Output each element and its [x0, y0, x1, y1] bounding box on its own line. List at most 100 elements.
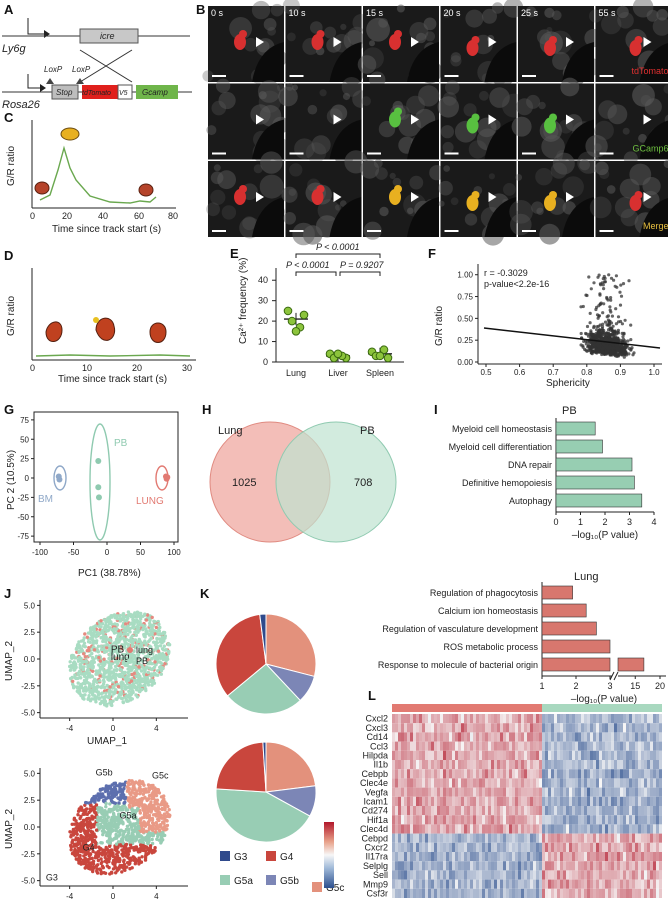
- l-heat-cell: [539, 732, 542, 742]
- l-heat-cell: [392, 741, 395, 751]
- j-cell-point: [153, 830, 158, 834]
- h-label-pb: PB: [360, 425, 375, 437]
- l-heat-cell: [398, 787, 401, 797]
- j-cell-point: [131, 613, 136, 617]
- j-cell-point: [109, 678, 113, 682]
- l-heat-cell: [539, 787, 542, 797]
- l-heat-cell: [551, 741, 554, 751]
- l-heat-cell: [449, 760, 452, 770]
- time-label: 20 s: [444, 8, 462, 18]
- l-heat-cell: [497, 732, 500, 742]
- j-cell-point: [88, 809, 93, 813]
- j-cell-point: [86, 863, 91, 868]
- l-heat-cell: [461, 787, 464, 797]
- l-heat-cell: [545, 769, 548, 779]
- j-cell-point: [72, 850, 77, 855]
- l-heat-cell: [413, 760, 416, 770]
- micro-tissue-blob: [317, 199, 340, 222]
- f-data-point: [611, 324, 615, 328]
- micro-tile-r2-c1: [281, 150, 368, 246]
- l-heat-cell: [608, 760, 611, 770]
- j-cell-point: [159, 653, 163, 657]
- j-cell-point: [80, 825, 84, 829]
- j-cell-point: [123, 829, 127, 834]
- l-heat-cell: [542, 787, 545, 797]
- f-data-point: [610, 314, 615, 318]
- j-cell-point: [125, 699, 129, 703]
- f-ticks: 0.5 0.6 0.7 0.8 0.9 1.00.000.250.500.751.00: [457, 271, 660, 377]
- j-cell-point: [86, 832, 90, 836]
- l-heat-cell: [461, 778, 464, 788]
- l-heat-cell: [497, 714, 500, 724]
- l-heat-cell: [641, 723, 644, 733]
- j-cell-point: [111, 811, 116, 816]
- j-cell-point: [91, 682, 96, 686]
- g-point-pb: [95, 484, 102, 491]
- l-heat-cell: [599, 778, 602, 788]
- l-heat-cell: [482, 723, 485, 733]
- l-heat-cell: [431, 760, 434, 770]
- j-cell-point: [127, 685, 131, 689]
- h-value-pb: 708: [354, 477, 372, 489]
- l-heat-cell: [590, 769, 593, 779]
- j-cell-point: [86, 640, 91, 644]
- l-heat-cell: [629, 769, 632, 779]
- i-pb-bar: [555, 457, 633, 472]
- l-heat-cell: [524, 778, 527, 788]
- j-cell-point: [149, 848, 153, 852]
- l-heat-cell: [536, 741, 539, 751]
- j-cell-point: [147, 826, 151, 830]
- l-heat-cell: [620, 723, 623, 733]
- j-cell-point: [145, 836, 149, 840]
- j-cell-point: [72, 686, 76, 690]
- i-pb-category-label: Definitive hemopoiesis: [462, 478, 553, 488]
- j-xtick-label: -4: [66, 724, 74, 733]
- time-label: 0 s: [211, 8, 224, 18]
- l-heat-cell: [437, 741, 440, 751]
- micro-tissue-blob: [558, 119, 573, 134]
- l-heat-cell: [494, 769, 497, 779]
- j-cell-point: [118, 820, 123, 825]
- j-cell-point: [111, 671, 116, 675]
- micro-tissue-blob: [289, 163, 303, 177]
- j-cell-point: [86, 631, 91, 635]
- j-ytick-label: 2.5: [24, 628, 36, 637]
- l-heat-cell: [455, 732, 458, 742]
- j-cell-point: [101, 678, 106, 682]
- loxp-triangle-2: [76, 78, 84, 84]
- f-data-point: [609, 296, 613, 300]
- j-cell-point: [87, 646, 91, 650]
- l-heat-cell: [431, 750, 434, 760]
- micro-cell-lobe: [239, 185, 247, 193]
- l-heat-cell: [452, 714, 455, 724]
- j-cluster-g3: G3: [46, 873, 58, 883]
- l-heat-cell: [548, 750, 551, 760]
- j-cell-point: [101, 682, 106, 686]
- l-heat-cell: [584, 760, 587, 770]
- f-data-point: [612, 330, 617, 334]
- l-heat-cell: [509, 750, 512, 760]
- f-data-point: [596, 333, 600, 337]
- j-cell-point: [128, 630, 132, 634]
- l-heat-cell: [461, 714, 464, 724]
- l-heat-cell: [485, 723, 488, 733]
- f-data-point: [587, 332, 591, 336]
- l-heat-cell: [551, 769, 554, 779]
- l-heat-cell: [407, 769, 410, 779]
- e-data-point: [375, 351, 385, 361]
- l-heat-cell: [470, 750, 473, 760]
- l-heat-cell: [518, 732, 521, 742]
- l-heat-cell: [632, 723, 635, 733]
- l-heat-cell: [626, 778, 629, 788]
- l-heat-cell: [614, 760, 617, 770]
- l-heat-cell: [419, 778, 422, 788]
- l-heat-cell: [608, 750, 611, 760]
- k-legend-label: G4: [280, 852, 294, 863]
- l-heat-cell: [626, 741, 629, 751]
- micro-tissue-blob: [646, 9, 659, 22]
- f-data-point: [584, 331, 588, 336]
- j-cell-point: [140, 855, 144, 859]
- f-data-point: [598, 292, 602, 296]
- l-heat-cell: [476, 714, 479, 724]
- l-heat-cell: [395, 723, 398, 733]
